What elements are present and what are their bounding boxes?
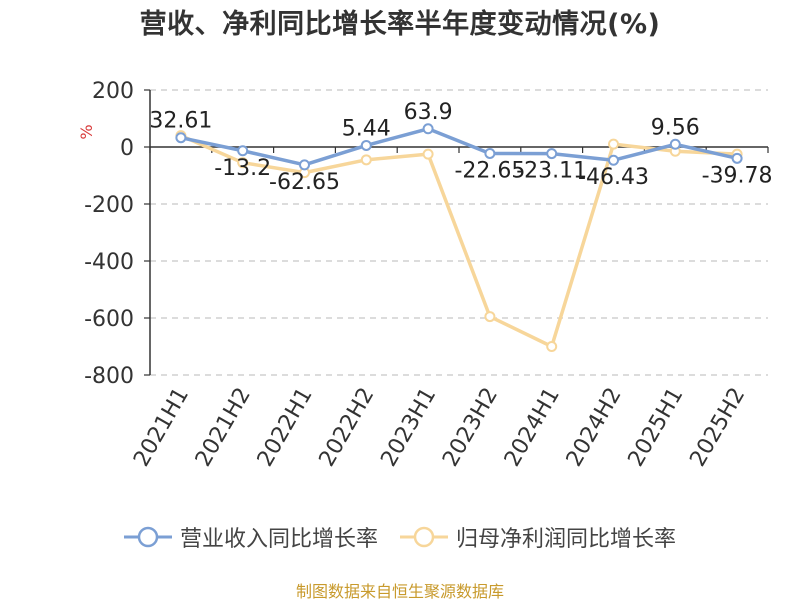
- series-layer: [175, 123, 743, 352]
- y-axis-unit-label: %: [77, 124, 96, 139]
- x-tick-label: 2025H1: [624, 384, 689, 471]
- series-0-point[interactable]: [669, 138, 681, 150]
- y-tick-label: -800: [84, 364, 134, 389]
- series-line-1: [180, 133, 738, 349]
- legend-item-revenue[interactable]: 营业收入同比增长率: [123, 521, 378, 553]
- series-1-point[interactable]: [546, 341, 558, 352]
- y-tick-label: -200: [84, 193, 134, 218]
- x-tick-label: 2025H2: [685, 384, 750, 471]
- legend-label-net-profit: 归母净利润同比增长率: [456, 527, 677, 552]
- data-label: -13.2: [214, 156, 271, 181]
- grid-layer: [150, 89, 768, 376]
- series-0-point[interactable]: [175, 132, 187, 144]
- y-tick-label: -600: [84, 307, 134, 332]
- legend-marker-revenue-icon: [123, 526, 172, 548]
- x-tick-label: 2024H1: [500, 384, 565, 471]
- x-tick-label: 2023H1: [376, 384, 441, 471]
- data-label: 5.44: [342, 116, 391, 141]
- source-note: 制图数据来自恒生聚源数据库: [295, 582, 504, 600]
- series-1-point[interactable]: [484, 311, 496, 323]
- series-0-point[interactable]: [731, 152, 743, 164]
- series-0-point[interactable]: [608, 154, 619, 166]
- data-label: -62.65: [269, 170, 340, 195]
- series-1-point[interactable]: [237, 157, 249, 169]
- legend-label-revenue: 营业收入同比增长率: [179, 527, 378, 552]
- x-tick-label: 2024H2: [562, 384, 627, 471]
- series-0-point[interactable]: [546, 148, 558, 160]
- label-layer: 32.61-13.2-62.65 5.44 63.9 -22.65-23.11-46.…: [149, 100, 772, 195]
- series-1-point[interactable]: [360, 154, 372, 166]
- data-label: -23.11: [516, 159, 587, 184]
- x-tick-label: 2022H2: [315, 384, 380, 471]
- y-tick-label: 0: [120, 136, 134, 161]
- x-tick-label: 2023H2: [438, 384, 503, 471]
- series-0-point[interactable]: [237, 145, 249, 157]
- series-1-point[interactable]: [608, 138, 619, 150]
- series-line-0: [180, 127, 738, 167]
- legend-item-net-profit[interactable]: 归母净利润同比增长率: [400, 521, 676, 553]
- legend: 营业收入同比增长率 归母净利润同比增长率: [0, 520, 800, 554]
- series-0-point[interactable]: [360, 139, 372, 151]
- x-tick-label: 2021H2: [191, 384, 256, 471]
- legend-marker-net-profit-icon: [400, 526, 448, 548]
- data-label: 9.56: [651, 115, 700, 140]
- data-label: -39.78: [702, 163, 773, 188]
- x-tick-label: 2021H1: [129, 384, 194, 471]
- data-label: -46.43: [578, 165, 649, 190]
- y-tick-label: 200: [92, 79, 134, 104]
- data-label: 63.9: [404, 100, 453, 125]
- data-label: 32.61: [149, 109, 212, 134]
- series-0-point[interactable]: [299, 159, 310, 171]
- y-tick-label: -400: [84, 250, 134, 275]
- data-label: -22.65: [454, 158, 525, 183]
- series-0-point[interactable]: [422, 123, 434, 135]
- series-0-point[interactable]: [484, 147, 496, 159]
- series-1-point[interactable]: [422, 148, 434, 160]
- x-tick-label: 2022H1: [253, 384, 318, 471]
- chart-title: 营收、净利同比增长率半年度变动情况(%): [139, 9, 661, 40]
